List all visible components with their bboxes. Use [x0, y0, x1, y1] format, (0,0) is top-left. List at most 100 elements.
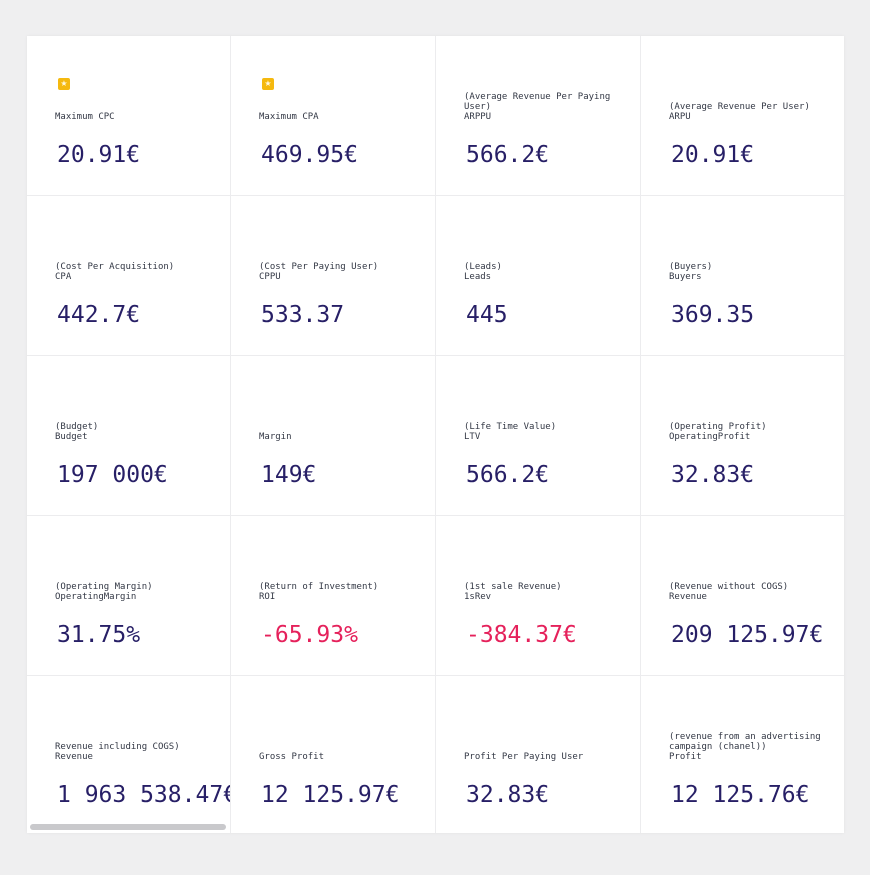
metric-card: ★ Maximum CPC 20.91€ — [27, 36, 231, 196]
metric-description: (Revenue without COGS) — [669, 582, 789, 592]
metric-name: LTV — [464, 432, 481, 442]
metric-name: ROI — [259, 592, 276, 602]
metric-value: 197 000€ — [57, 462, 168, 488]
metric-name: Leads — [464, 272, 492, 282]
metric-card: Profit Per Paying User 32.83€ — [436, 676, 641, 833]
metric-description: (Average Revenue Per Paying User) — [464, 92, 611, 112]
metric-value: 1 963 538.47€ — [57, 782, 231, 808]
metric-description: (Budget) — [55, 422, 99, 432]
metric-description: (Return of Investment) — [259, 582, 379, 592]
metric-label: (Life Time Value) LTV — [464, 422, 626, 442]
metric-value: 12 125.97€ — [261, 782, 400, 808]
metric-label: (1st sale Revenue) 1sRev — [464, 582, 626, 602]
metric-value: 20.91€ — [57, 142, 141, 168]
metric-value: -384.37€ — [466, 622, 577, 648]
metric-label: Maximum CPA — [259, 112, 421, 122]
metric-label: Maximum CPC — [55, 112, 216, 122]
metric-label: (Leads) Leads — [464, 262, 626, 282]
metric-name: CPPU — [259, 272, 281, 282]
metric-description: (Cost Per Acquisition) — [55, 262, 175, 272]
metric-card: Gross Profit 12 125.97€ — [231, 676, 436, 833]
metric-value: -65.93% — [261, 622, 358, 648]
metric-description: Revenue including COGS) — [55, 742, 180, 752]
metric-name: OperatingProfit — [669, 432, 751, 442]
metric-card: (Budget) Budget 197 000€ — [27, 356, 231, 516]
metric-name: Revenue — [55, 752, 93, 762]
metric-name: Buyers — [669, 272, 702, 282]
metric-label: (Average Revenue Per User) ARPU — [669, 102, 833, 122]
metric-label: (Revenue without COGS) Revenue — [669, 582, 833, 602]
metric-name: Profit Per Paying User — [464, 752, 584, 762]
metric-description: (Cost Per Paying User) — [259, 262, 379, 272]
metric-card: (Buyers) Buyers 369.35 — [641, 196, 844, 356]
metric-name: 1sRev — [464, 592, 492, 602]
metric-label: (Return of Investment) ROI — [259, 582, 421, 602]
metric-description: (Life Time Value) — [464, 422, 557, 432]
metric-card: (Cost Per Acquisition) CPA 442.7€ — [27, 196, 231, 356]
star-icon[interactable]: ★ — [58, 78, 70, 90]
metric-card: Revenue including COGS) Revenue 1 963 538.… — [27, 676, 231, 833]
metric-description: (Average Revenue Per User) — [669, 102, 810, 112]
metric-value: 442.7€ — [57, 302, 141, 328]
metric-description: (1st sale Revenue) — [464, 582, 562, 592]
metric-card: (Cost Per Paying User) CPPU 533.37 — [231, 196, 436, 356]
metric-name: Profit — [669, 752, 702, 762]
star-icon[interactable]: ★ — [262, 78, 274, 90]
metric-description: (Operating Margin) — [55, 582, 153, 592]
metric-name: Margin — [259, 432, 292, 442]
horizontal-scrollbar[interactable] — [30, 824, 226, 830]
metrics-grid: ★ Maximum CPC 20.91€ ★ Maximum CPA 469.95€ (Av… — [27, 36, 844, 833]
metric-card: (Leads) Leads 445 — [436, 196, 641, 356]
metric-card: Margin 149€ — [231, 356, 436, 516]
metric-value: 369.35 — [671, 302, 755, 328]
metric-label: Profit Per Paying User — [464, 752, 626, 762]
metric-value: 32.83€ — [671, 462, 755, 488]
metric-label: (Average Revenue Per Paying User) ARPPU — [464, 92, 626, 122]
metric-value: 149€ — [261, 462, 317, 488]
metric-card: (Average Revenue Per Paying User) ARPPU 56… — [436, 36, 641, 196]
metric-value: 12 125.76€ — [671, 782, 810, 808]
metric-label: Margin — [259, 432, 421, 442]
metric-label: (Budget) Budget — [55, 422, 216, 442]
metric-label: (Operating Profit) OperatingProfit — [669, 422, 833, 442]
metric-value: 209 125.97€ — [671, 622, 824, 648]
metric-name: ARPPU — [464, 112, 492, 122]
metric-value: 32.83€ — [466, 782, 550, 808]
metric-name: Gross Profit — [259, 752, 325, 762]
metric-label: Revenue including COGS) Revenue — [55, 742, 216, 762]
metric-label: (Buyers) Buyers — [669, 262, 833, 282]
metric-value: 20.91€ — [671, 142, 755, 168]
metric-card: (Return of Investment) ROI -65.93% — [231, 516, 436, 676]
metric-value: 445 — [466, 302, 508, 328]
metric-description: (Operating Profit) — [669, 422, 767, 432]
metric-name: CPA — [55, 272, 72, 282]
metric-name: Maximum CPC — [55, 112, 115, 122]
metric-name: OperatingMargin — [55, 592, 137, 602]
metric-card: (Average Revenue Per User) ARPU 20.91€ — [641, 36, 844, 196]
metric-value: 533.37 — [261, 302, 345, 328]
metric-name: Maximum CPA — [259, 112, 319, 122]
metric-value: 469.95€ — [261, 142, 358, 168]
metric-label: (revenue from an advertising campaign (c… — [669, 732, 833, 762]
metric-value: 566.2€ — [466, 462, 550, 488]
metric-card: (Operating Profit) OperatingProfit 32.83€ — [641, 356, 844, 516]
metric-value: 566.2€ — [466, 142, 550, 168]
metric-card: (Life Time Value) LTV 566.2€ — [436, 356, 641, 516]
metric-description: (revenue from an advertising campaign (c… — [669, 732, 821, 752]
metrics-panel: ★ Maximum CPC 20.91€ ★ Maximum CPA 469.95€ (Av… — [27, 36, 844, 833]
metric-description: (Buyers) — [669, 262, 713, 272]
metric-card: (1st sale Revenue) 1sRev -384.37€ — [436, 516, 641, 676]
metric-card: ★ Maximum CPA 469.95€ — [231, 36, 436, 196]
metric-card: (revenue from an advertising campaign (c… — [641, 676, 844, 833]
metric-name: ARPU — [669, 112, 691, 122]
metric-label: (Cost Per Acquisition) CPA — [55, 262, 216, 282]
metric-name: Revenue — [669, 592, 707, 602]
metric-label: Gross Profit — [259, 752, 421, 762]
metric-value: 31.75% — [57, 622, 141, 648]
metric-description: (Leads) — [464, 262, 502, 272]
metric-card: (Revenue without COGS) Revenue 209 125.97€ — [641, 516, 844, 676]
metric-label: (Operating Margin) OperatingMargin — [55, 582, 216, 602]
metric-name: Budget — [55, 432, 88, 442]
metric-card: (Operating Margin) OperatingMargin 31.75% — [27, 516, 231, 676]
metric-label: (Cost Per Paying User) CPPU — [259, 262, 421, 282]
